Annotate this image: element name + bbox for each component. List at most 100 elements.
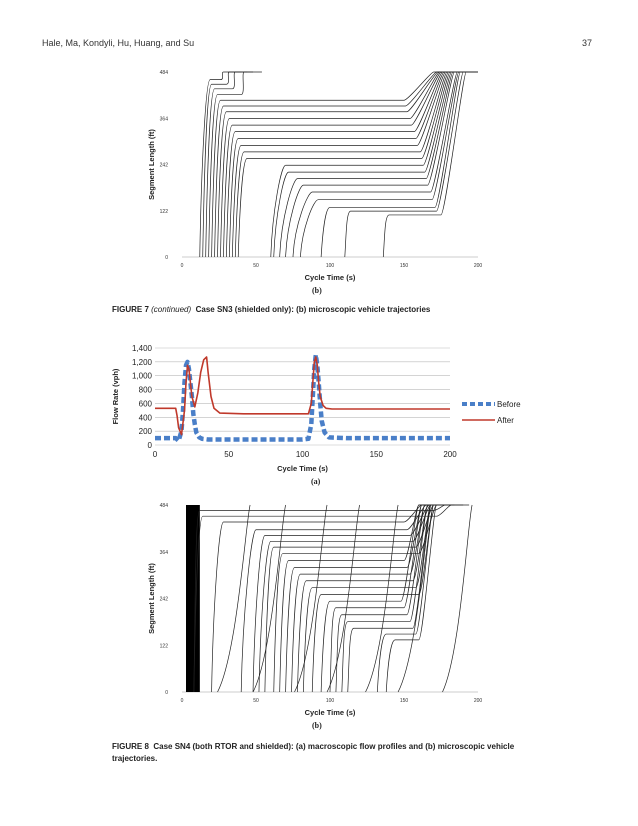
trajectory-line	[341, 504, 446, 693]
trajectory-line	[335, 504, 443, 693]
trajectory-line	[311, 504, 452, 693]
trajectory-line	[231, 71, 464, 258]
trajectory-line	[258, 504, 449, 693]
y-axis-title: Segment Length (ft)	[147, 129, 156, 200]
x-tick-label: 100	[326, 263, 335, 269]
y-tick-label: 242	[160, 163, 169, 169]
free-flow-trajectory	[365, 504, 399, 693]
y-tick-label: 1,200	[132, 358, 153, 367]
figure-8b-trajectory-chart: 0 122 242 364 484 0 50 100 150 200 Cycle Time (s) S…	[147, 503, 483, 717]
trajectory-line	[226, 71, 461, 258]
y-tick-label: 122	[160, 209, 169, 215]
x-axis-title: Cycle Time (s)	[305, 273, 356, 282]
free-flow-trajectory	[326, 504, 360, 693]
figure-7b-trajectory-chart: 0 122 242 364 484 0 50 100 150 200 Cycle Time (s) S…	[147, 70, 483, 282]
x-tick-label: 150	[400, 263, 409, 269]
y-tick-label: 800	[139, 386, 153, 395]
figure-7-caption-continued: (continued)	[151, 305, 192, 314]
shaded-band	[186, 505, 200, 692]
y-tick-label: 600	[139, 399, 153, 408]
figure-7b-sublabel: (b)	[312, 286, 322, 295]
x-tick-label: 50	[224, 450, 233, 459]
trajectory-line	[208, 71, 262, 258]
legend-label: After	[497, 416, 514, 425]
page-number: 37	[581, 38, 592, 48]
free-flow-trajectory	[294, 504, 328, 693]
y-tick-label: 484	[160, 503, 169, 509]
trajectory-line	[320, 504, 437, 693]
trajectory-group	[193, 504, 473, 693]
x-tick-label: 200	[474, 263, 483, 269]
figure-7-caption-text: Case SN3 (shielded only): (b) microscopi…	[195, 305, 431, 314]
free-flow-trajectory	[397, 504, 431, 693]
trajectory-line	[297, 504, 446, 693]
trajectory-line	[217, 71, 456, 258]
free-flow-trajectory	[442, 504, 473, 693]
figure-8-caption-text: Case SN4 (both RTOR and shielded): (a) m…	[112, 742, 515, 763]
trajectory-line	[300, 71, 477, 258]
x-axis-title: Cycle Time (s)	[305, 708, 356, 717]
trajectory-line	[205, 71, 254, 258]
y-axis-title: Segment Length (ft)	[147, 563, 156, 634]
trajectory-line	[273, 71, 470, 258]
trajectory-group	[199, 71, 478, 258]
x-tick-label: 150	[370, 450, 384, 459]
x-tick-label: 100	[326, 698, 335, 704]
trajectory-line	[303, 504, 449, 693]
y-tick-label: 400	[139, 413, 153, 422]
x-tick-label: 150	[400, 698, 409, 704]
trajectory-line	[329, 504, 440, 693]
y-tick-label: 200	[139, 427, 153, 436]
x-tick-label: 0	[181, 698, 184, 704]
trajectory-line	[252, 504, 447, 693]
x-tick-label: 0	[181, 263, 184, 269]
trajectory-line	[320, 71, 478, 258]
trajectory-line	[214, 71, 455, 258]
figure-7-caption: FIGURE 7 (continued) Case SN3 (shielded …	[112, 305, 430, 314]
trajectory-line	[237, 71, 467, 258]
y-tick-label: 484	[160, 70, 169, 76]
trajectory-line	[193, 504, 470, 693]
trajectory-line	[382, 71, 478, 258]
trajectory-line	[234, 71, 465, 258]
trajectory-line	[292, 71, 476, 258]
trajectory-line	[220, 71, 458, 258]
trajectory-line	[273, 504, 455, 693]
trajectory-line	[279, 504, 437, 693]
y-tick-label: 122	[160, 643, 169, 649]
free-flow-trajectory	[252, 504, 286, 693]
x-tick-label: 0	[153, 450, 158, 459]
trajectory-line	[344, 71, 478, 258]
series-line-after	[155, 356, 450, 436]
figure-8-caption-label: FIGURE 8	[112, 742, 149, 751]
legend-label: Before	[497, 400, 521, 409]
trajectory-line	[377, 504, 452, 693]
x-tick-label: 100	[296, 450, 310, 459]
trajectory-line	[385, 504, 455, 693]
y-tick-label: 0	[148, 441, 153, 450]
trajectory-line	[285, 71, 473, 258]
series-line-before	[155, 352, 450, 444]
x-tick-label: 200	[474, 698, 483, 704]
trajectory-line	[347, 504, 449, 693]
trajectory-line	[211, 71, 452, 258]
y-axis-title: Flow Rate (vph)	[111, 368, 120, 424]
x-tick-label: 50	[253, 263, 259, 269]
running-header-authors: Hale, Ma, Kondyli, Hu, Huang, and Su	[42, 38, 195, 48]
trajectory-line	[199, 71, 242, 258]
y-tick-label: 1,000	[132, 372, 153, 381]
x-tick-label: 50	[253, 698, 259, 704]
free-flow-trajectory	[217, 504, 251, 693]
y-tick-label: 1,400	[132, 344, 153, 353]
trajectory-line	[193, 504, 464, 693]
trajectory-line	[285, 504, 440, 693]
y-tick-label: 242	[160, 597, 169, 603]
y-tick-label: 364	[160, 116, 169, 122]
x-tick-label: 200	[443, 450, 457, 459]
figure-8a-sublabel: (a)	[311, 477, 321, 486]
x-axis-title: Cycle Time (s)	[277, 464, 328, 473]
figure-8a-flow-chart: 0 200 400 600 800 1,000 1,200 1,400 0 50 100 150 200…	[111, 344, 521, 473]
trajectory-line	[223, 71, 459, 258]
trajectory-line	[291, 504, 443, 693]
y-tick-label: 0	[165, 690, 168, 696]
